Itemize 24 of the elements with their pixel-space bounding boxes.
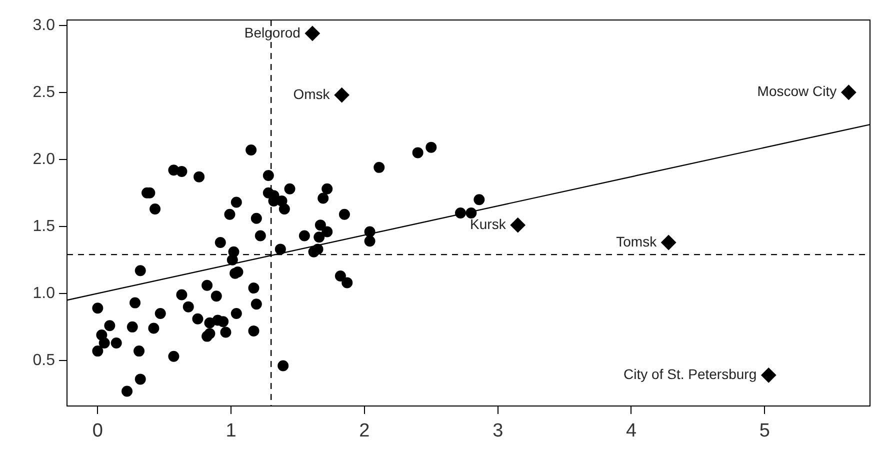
x-tick-label: 3 (492, 420, 504, 442)
y-tick-label: 1.0 (32, 284, 56, 302)
y-tick-label: 2.0 (32, 150, 56, 168)
x-tick-label: 4 (626, 420, 637, 442)
annotation: Kursk (470, 216, 507, 232)
y-tick-label: 0.5 (32, 352, 56, 369)
x-tick-label: 0 (92, 420, 103, 442)
annotation: Omsk (293, 86, 331, 102)
y-tick-label: 3.0 (32, 16, 56, 34)
annotation: Belgorod (244, 24, 300, 40)
annotation: Moscow City (757, 83, 837, 100)
x-tick-label: 1 (226, 420, 236, 442)
annotation: Tomsk (616, 233, 658, 250)
y-tick-label: 2.5 (32, 84, 56, 101)
y-tick-label: 1.5 (32, 218, 56, 235)
annotation: City of St. Petersburg (624, 366, 757, 382)
x-tick-label: 2 (359, 420, 370, 442)
point (661, 234, 676, 250)
point (304, 26, 320, 41)
point (841, 84, 856, 100)
point (334, 88, 350, 103)
x-tick-label: 5 (759, 420, 770, 442)
point (761, 368, 776, 383)
point (510, 218, 526, 233)
